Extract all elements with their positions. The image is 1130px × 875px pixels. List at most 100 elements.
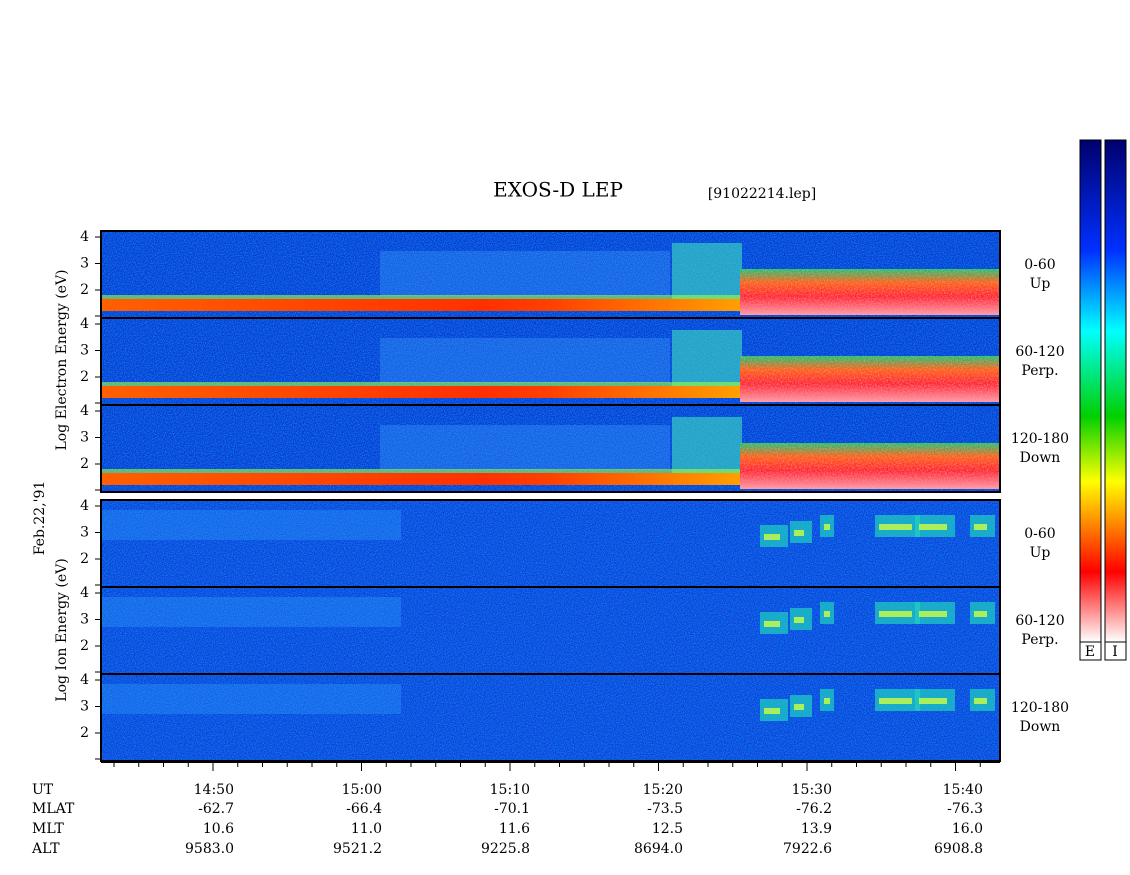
panel-frame bbox=[100, 404, 1001, 493]
ephemeris-row-label: MLT bbox=[32, 821, 64, 837]
ion-band bbox=[101, 684, 401, 714]
ion-core bbox=[794, 530, 804, 536]
ephemeris-row-label: MLAT bbox=[32, 801, 75, 817]
hot-speckle bbox=[740, 356, 1000, 402]
direction-label: Perp. bbox=[1021, 632, 1058, 648]
color-bar-label: I bbox=[1112, 644, 1118, 660]
spectrogram-panel: 4 3 2 bbox=[80, 316, 1001, 406]
ephemeris-value: -70.1 bbox=[494, 801, 530, 817]
panel-noise bbox=[101, 500, 1000, 587]
ephemeris-value: 13.9 bbox=[801, 821, 832, 837]
ephemeris-value: 7922.6 bbox=[783, 841, 832, 857]
hot-speckle bbox=[740, 443, 1000, 489]
y-tick-label: 3 bbox=[80, 525, 89, 541]
cyan-patch bbox=[672, 417, 742, 477]
ion-band bbox=[101, 597, 401, 627]
panel-noise bbox=[101, 674, 1000, 761]
ephemeris-value: -73.5 bbox=[647, 801, 683, 817]
direction-label: Up bbox=[1030, 276, 1051, 292]
ephemeris-value: 9521.2 bbox=[333, 841, 382, 857]
ephemeris-value: 9583.0 bbox=[185, 841, 234, 857]
light-band bbox=[380, 425, 670, 470]
low-energy-glow bbox=[101, 382, 741, 386]
color-bar-label: E bbox=[1085, 644, 1095, 660]
ephemeris-value: 9225.8 bbox=[481, 841, 530, 857]
cyan-patch bbox=[672, 243, 742, 303]
date-label: Feb.22,'91 bbox=[32, 481, 48, 556]
direction-label: Perp. bbox=[1021, 363, 1058, 379]
ion-core bbox=[879, 698, 912, 704]
y-tick-label: 3 bbox=[80, 343, 89, 359]
ion-axis-label: Log Ion Energy (eV) bbox=[54, 558, 70, 701]
pitch-label: 60-120 bbox=[1015, 344, 1064, 360]
light-band bbox=[380, 251, 670, 296]
ephemeris-value: 11.6 bbox=[499, 821, 530, 837]
file-name: [91022214.lep] bbox=[708, 186, 816, 202]
y-tick-label: 2 bbox=[80, 369, 89, 385]
pitch-label: 120-180 bbox=[1011, 431, 1069, 447]
ion-core bbox=[824, 524, 830, 530]
pitch-label: 120-180 bbox=[1011, 700, 1069, 716]
ephemeris-row-label: ALT bbox=[31, 841, 60, 857]
ephemeris-value: 10.6 bbox=[203, 821, 234, 837]
y-tick-label: 4 bbox=[80, 672, 89, 688]
color-bars: E I bbox=[1079, 139, 1127, 661]
y-tick-label: 4 bbox=[80, 585, 89, 601]
ephemeris-value: 15:00 bbox=[342, 782, 382, 798]
ephemeris-value: -66.4 bbox=[346, 801, 382, 817]
ephemeris-row-label: UT bbox=[32, 782, 54, 798]
cyan-patch bbox=[672, 330, 742, 390]
y-tick-label: 3 bbox=[80, 256, 89, 272]
spectrogram-panel: 4 3 2 bbox=[80, 498, 1001, 588]
ephemeris-value: -76.2 bbox=[796, 801, 832, 817]
low-energy-line bbox=[101, 299, 741, 311]
ion-core bbox=[879, 611, 912, 617]
color-bar-i bbox=[1104, 139, 1127, 643]
ion-core bbox=[794, 617, 804, 623]
y-tick-label: 3 bbox=[80, 699, 89, 715]
spectrogram-panel: 4 3 2 bbox=[80, 672, 1001, 762]
y-tick-label: 4 bbox=[80, 498, 89, 514]
ephemeris-value: 14:50 bbox=[194, 782, 234, 798]
direction-label: Down bbox=[1020, 450, 1061, 466]
ephemeris-value: 16.0 bbox=[952, 821, 983, 837]
y-tick-label: 3 bbox=[80, 612, 89, 628]
ion-core bbox=[879, 524, 912, 530]
panel-noise bbox=[101, 587, 1000, 674]
ion-core bbox=[919, 524, 947, 530]
ion-core bbox=[974, 698, 987, 704]
spectrogram-panel: 4 3 2 bbox=[80, 403, 1001, 493]
ion-core bbox=[764, 534, 780, 540]
ion-core bbox=[824, 698, 830, 704]
ion-core bbox=[764, 621, 780, 627]
ion-core bbox=[764, 708, 780, 714]
low-energy-line bbox=[101, 386, 741, 398]
y-tick-label: 2 bbox=[80, 456, 89, 472]
ephemeris-value: 11.0 bbox=[351, 821, 382, 837]
ion-core bbox=[974, 611, 987, 617]
hot-speckle bbox=[740, 269, 1000, 315]
ephemeris-value: 15:10 bbox=[490, 782, 530, 798]
ephemeris-value: -76.3 bbox=[947, 801, 983, 817]
ion-core bbox=[974, 524, 987, 530]
ephemeris-value: 15:30 bbox=[792, 782, 832, 798]
low-energy-glow bbox=[101, 295, 741, 299]
light-band bbox=[380, 338, 670, 383]
ephemeris-value: 12.5 bbox=[652, 821, 683, 837]
low-energy-line bbox=[101, 473, 741, 485]
pitch-label: 0-60 bbox=[1024, 526, 1055, 542]
title: EXOS-D LEP bbox=[493, 178, 623, 202]
ephemeris-value: 8694.0 bbox=[634, 841, 683, 857]
color-bar-box bbox=[1079, 641, 1102, 661]
y-tick-label: 2 bbox=[80, 551, 89, 567]
ephemeris-value: 6908.8 bbox=[934, 841, 983, 857]
ephemeris-value: 15:40 bbox=[943, 782, 983, 798]
y-tick-label: 3 bbox=[80, 430, 89, 446]
direction-label: Up bbox=[1030, 545, 1051, 561]
ion-core bbox=[919, 698, 947, 704]
ion-band bbox=[101, 510, 401, 540]
y-tick-label: 4 bbox=[80, 316, 89, 332]
y-tick-label: 4 bbox=[80, 229, 89, 245]
y-tick-label: 4 bbox=[80, 403, 89, 419]
